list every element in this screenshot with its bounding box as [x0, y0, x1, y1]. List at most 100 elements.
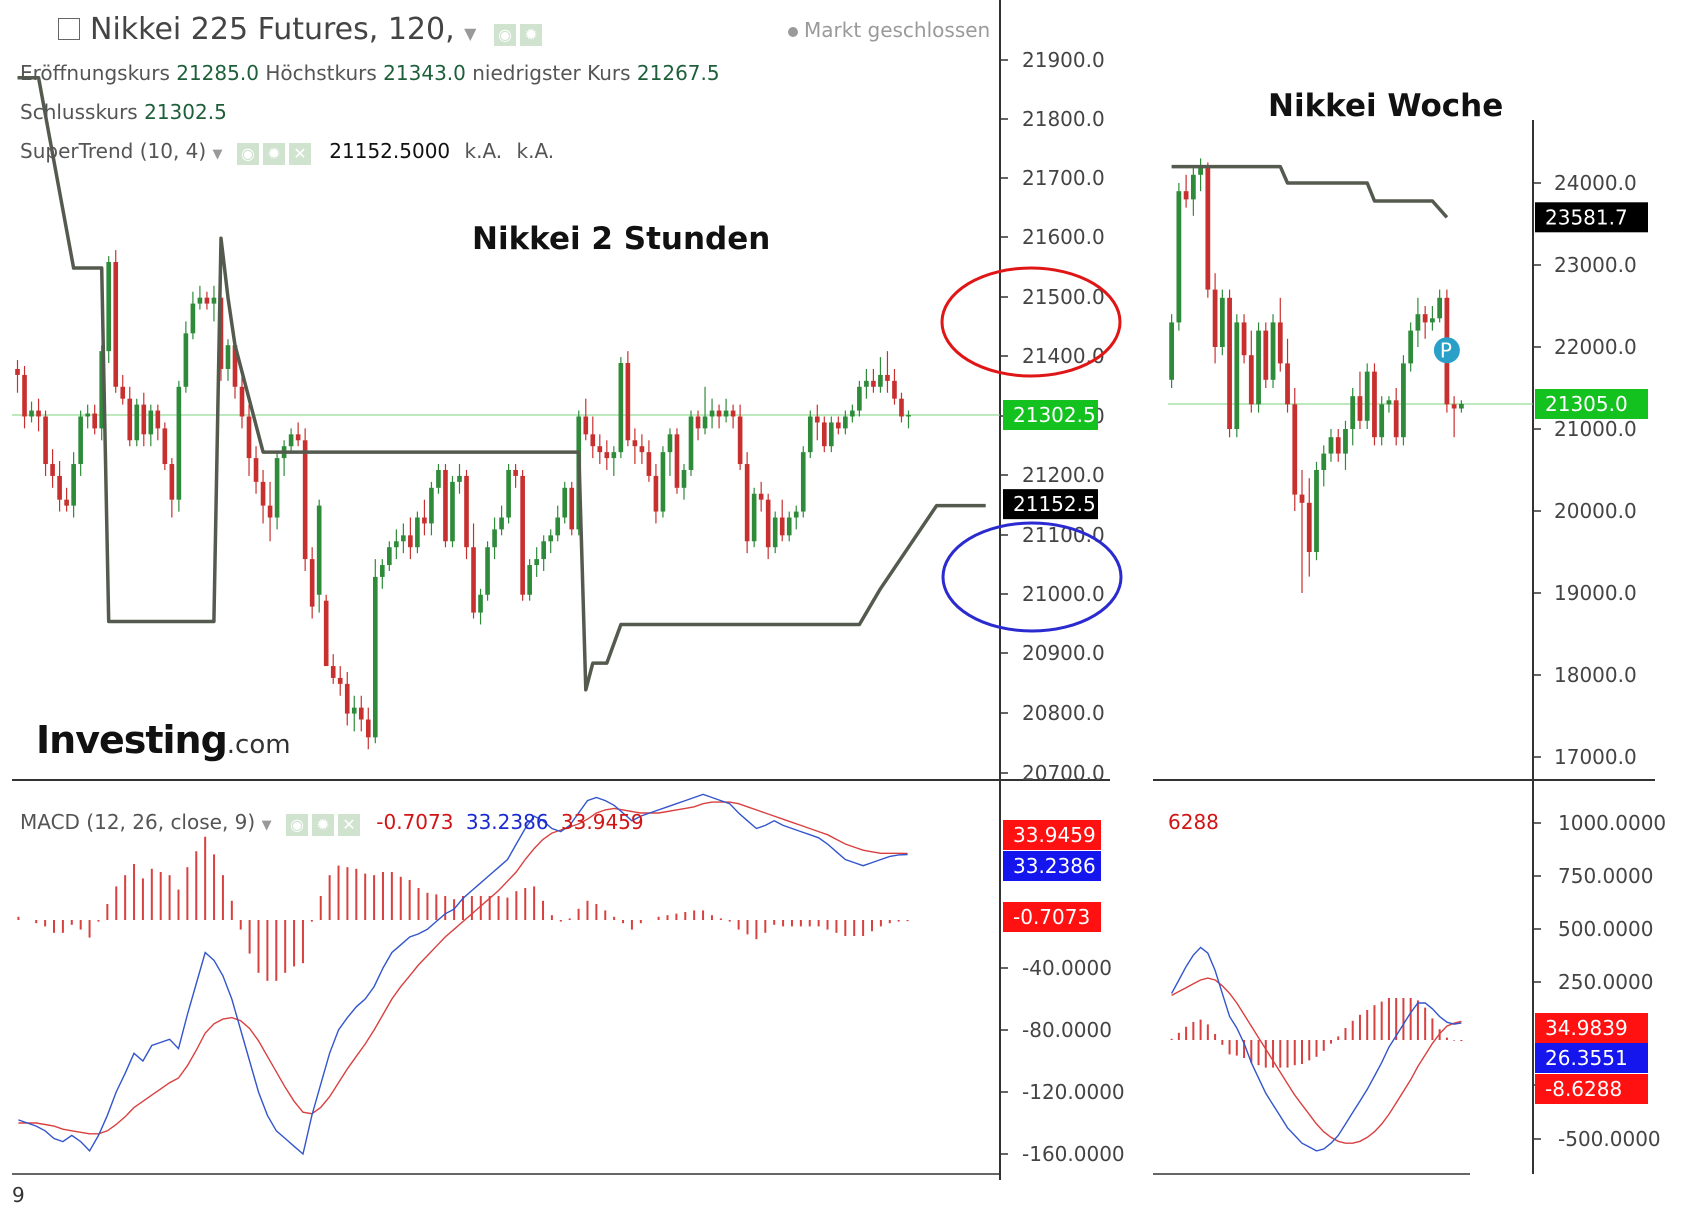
- candle-body: [1335, 437, 1341, 454]
- candle-body: [1379, 404, 1385, 438]
- candle-body: [22, 374, 27, 417]
- candle-body: [857, 386, 862, 411]
- candle-body: [569, 487, 575, 530]
- candle-body: [793, 511, 799, 518]
- candle-body: [169, 464, 175, 500]
- gear-icon[interactable]: ✹: [262, 143, 285, 165]
- macd-value-tag: 34.9839: [1545, 1016, 1628, 1040]
- candle-body: [302, 440, 308, 560]
- chevron-down-icon[interactable]: ▼: [464, 24, 477, 43]
- candle-body: [113, 262, 119, 387]
- candle-body: [548, 535, 554, 542]
- candle-body: [436, 469, 441, 488]
- candle-body: [99, 351, 105, 429]
- candle-body: [1357, 396, 1363, 421]
- candle-body: [1408, 330, 1414, 364]
- y-tick-label: 21000.0: [1554, 417, 1637, 441]
- candle-body: [836, 422, 841, 429]
- price-tags-layer: 21302.5 21152.5 33.9459 33.2386 -0.7073 21305…: [1003, 202, 1648, 1104]
- x-tick-label: 9: [12, 1183, 25, 1207]
- macd-value-tag: -0.7073: [1013, 905, 1090, 929]
- red-circle-annotation: [940, 266, 1122, 378]
- candle-body: [492, 529, 497, 548]
- candle-body: [541, 541, 546, 560]
- candle-body: [1306, 502, 1312, 552]
- macd-y-tick-label: -120.0000: [1022, 1080, 1125, 1104]
- candle-body: [1227, 297, 1232, 429]
- panel-borders: [12, 0, 1655, 1180]
- symbol-title[interactable]: Nikkei 225 Futures, 120, ▼ ◉ ✹: [58, 12, 546, 48]
- candle-body: [695, 416, 701, 429]
- low-value: 21267.5: [636, 61, 720, 85]
- gear-icon[interactable]: ✹: [520, 24, 543, 46]
- candle-body: [1364, 371, 1370, 421]
- macd-value-tag-bg: [1003, 902, 1101, 932]
- candle-body: [702, 416, 708, 429]
- candle-body: [1285, 363, 1290, 405]
- candle-body: [85, 413, 90, 417]
- last-price-tag-bg: [1535, 388, 1648, 419]
- candle-body: [344, 683, 350, 714]
- candle-body: [1372, 371, 1377, 438]
- macd-hist-value: -0.7073: [376, 810, 454, 834]
- candle-body: [765, 499, 771, 548]
- y-tick-label: 20000.0: [1554, 499, 1637, 523]
- macd-value-tag-bg: [1535, 1013, 1648, 1043]
- candle-body: [197, 297, 203, 304]
- candle-body: [309, 559, 315, 607]
- market-status-text: Markt geschlossen: [804, 18, 991, 42]
- candle-body: [337, 677, 343, 684]
- y-tick-label: 19000.0: [1554, 581, 1637, 605]
- candle-body: [1430, 318, 1435, 323]
- candle-body: [611, 452, 617, 459]
- collapse-icon[interactable]: [58, 17, 80, 40]
- macd-label[interactable]: MACD (12, 26, close, 9): [20, 810, 256, 834]
- title-tools: ◉ ✹: [494, 13, 546, 48]
- chevron-down-icon[interactable]: ▼: [261, 818, 272, 833]
- candle-body: [36, 410, 41, 417]
- candle-body: [1386, 400, 1392, 405]
- eye-icon[interactable]: ◉: [285, 814, 308, 836]
- candle-body: [1451, 404, 1457, 409]
- candle-body: [1234, 322, 1240, 429]
- candle-body: [330, 666, 336, 678]
- close-label: Schlusskurs: [20, 100, 138, 124]
- close-icon[interactable]: ✕: [337, 814, 360, 836]
- macd-main-line: [1170, 946, 1462, 1152]
- chart-title-2h: Nikkei 2 Stunden: [472, 221, 771, 257]
- logo-suffix: .com: [226, 730, 291, 760]
- macd-value-tag-bg: [1003, 851, 1101, 881]
- gear-icon[interactable]: ✹: [311, 814, 334, 836]
- supertrend-label[interactable]: SuperTrend (10, 4): [20, 139, 207, 163]
- candle-body: [667, 434, 673, 453]
- candle-body: [232, 345, 238, 387]
- eye-icon[interactable]: ◉: [494, 24, 517, 46]
- candle-body: [723, 410, 729, 417]
- high-label: Höchstkurs: [265, 61, 377, 85]
- candle-body: [527, 565, 532, 595]
- candle-body: [478, 594, 483, 613]
- candle-body: [1270, 322, 1276, 380]
- open-label: Eröffnungskurs: [20, 61, 170, 85]
- candle-body: [829, 422, 834, 447]
- candle-body: [1314, 470, 1319, 552]
- candle-body: [1458, 403, 1464, 409]
- candle-body: [513, 469, 518, 476]
- close-icon[interactable]: ✕: [288, 143, 311, 165]
- macd-value-tag: 26.3551: [1545, 1046, 1628, 1070]
- macd-y-tick-label: -80.0000: [1022, 1018, 1112, 1042]
- chevron-down-icon[interactable]: ▼: [212, 147, 223, 162]
- eye-icon[interactable]: ◉: [236, 143, 259, 165]
- candle-body: [15, 368, 20, 375]
- candle-body: [471, 547, 476, 613]
- candle-body: [1198, 166, 1203, 175]
- y-tick-label: 21700.0: [1022, 166, 1105, 190]
- candle-body: [520, 475, 525, 595]
- macd-y-tick-label: -500.0000: [1558, 1127, 1661, 1151]
- candle-body: [429, 487, 434, 524]
- candle-body: [878, 374, 883, 387]
- y-tick-label: 21000.0: [1022, 582, 1105, 606]
- y-tick-label: 17000.0: [1554, 745, 1637, 769]
- candle-body: [253, 458, 259, 482]
- candle-body: [1263, 330, 1269, 380]
